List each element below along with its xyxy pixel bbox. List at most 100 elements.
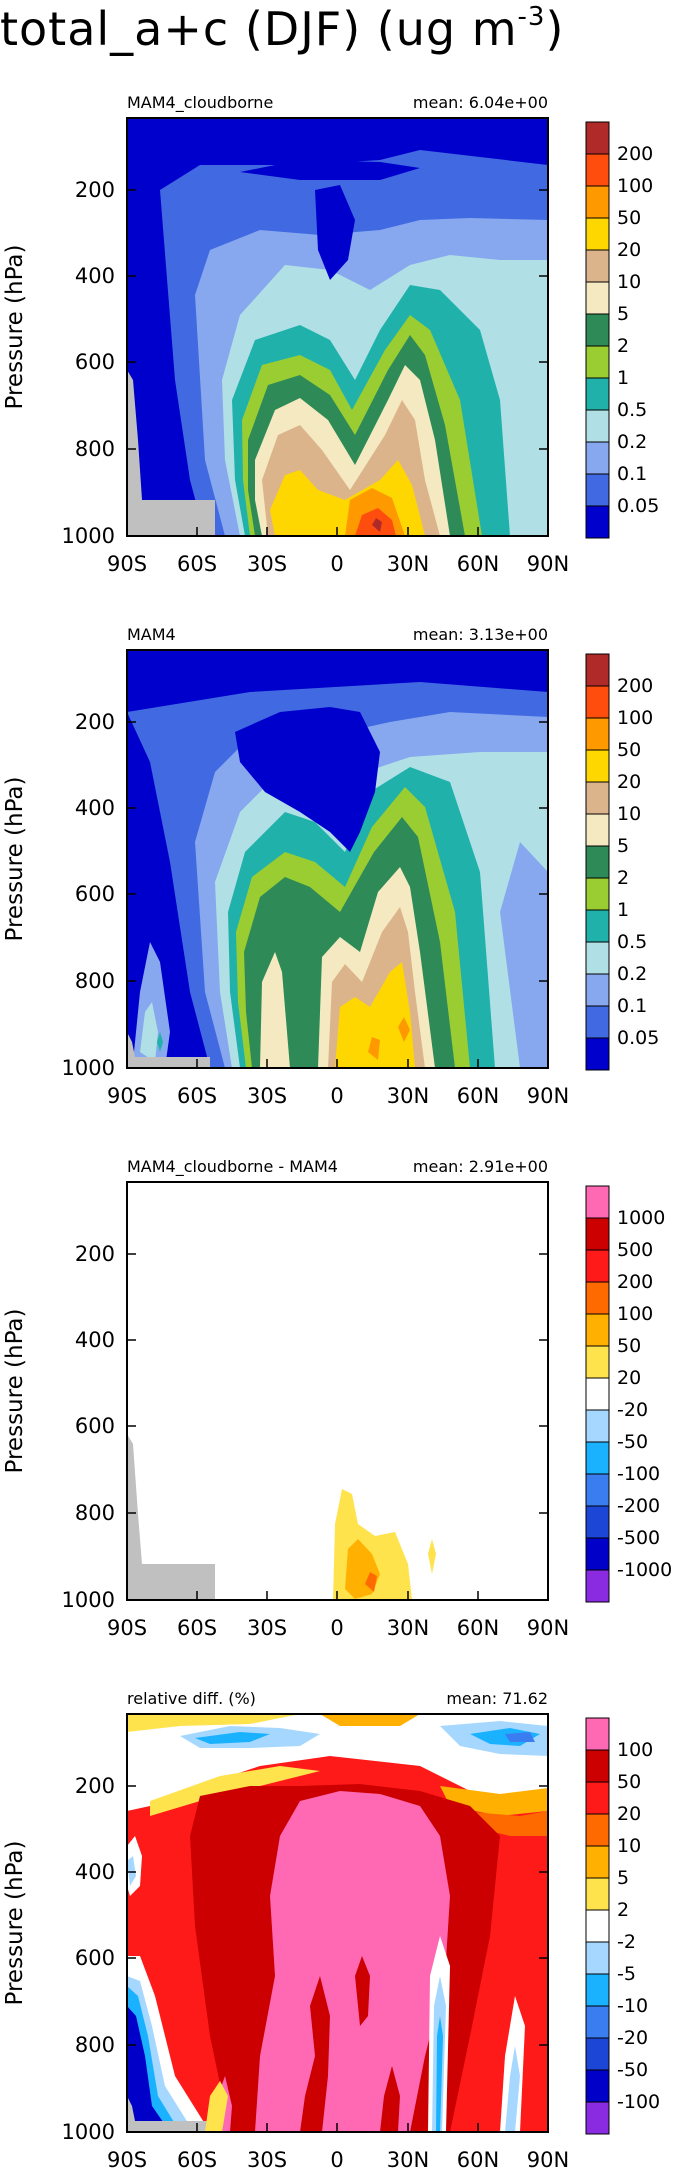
colorbar-label: -500 — [617, 1527, 660, 1549]
panel-1: MAM4_cloudborne mean: 6.04e+00 200 400 6… — [2, 93, 659, 576]
x-tick-label: 0 — [330, 552, 343, 576]
y-tick-label: 400 — [75, 1860, 115, 1884]
colorbar-label: 0.2 — [617, 963, 647, 985]
panel-4: relative diff. (%) mean: 71.62 — [2, 1689, 660, 2172]
y-tick-label: 1000 — [62, 1056, 115, 1080]
colorbar-label: 10 — [617, 1835, 641, 1857]
colorbar-label: -100 — [617, 2091, 660, 2113]
y-tick-label: 800 — [75, 437, 115, 461]
y-tick-label: 800 — [75, 969, 115, 993]
x-ticks — [196, 1059, 479, 1068]
y-tick-label: 1000 — [62, 2120, 115, 2144]
x-tick-label: 60N — [457, 2148, 499, 2172]
figure-title: total_a+c (DJF) (ug m-3) — [0, 2, 565, 56]
x-tick-label: 30S — [247, 2148, 287, 2172]
x-tick-label: 60N — [457, 1616, 499, 1640]
y-tick-label: 1000 — [62, 1588, 115, 1612]
y-tick-label: 800 — [75, 1501, 115, 1525]
colorbar-label: 1 — [617, 899, 629, 921]
y-tick-label: 600 — [75, 1946, 115, 1970]
y-axis-label: Pressure (hPa) — [2, 777, 28, 942]
x-tick-label: 90N — [527, 1616, 569, 1640]
y-ticks — [127, 189, 548, 450]
colorbar — [585, 121, 610, 539]
x-ticks — [196, 527, 479, 536]
colorbar-label: -20 — [617, 2027, 648, 2049]
colorbar-label: 100 — [617, 175, 653, 197]
panel-title: MAM4_cloudborne — [127, 93, 273, 113]
panel-title: relative diff. (%) — [127, 1689, 256, 1708]
colorbar-label: 1000 — [617, 1207, 665, 1229]
colorbar — [585, 1717, 610, 2135]
colorbar-label: 2 — [617, 335, 629, 357]
y-tick-label: 800 — [75, 2033, 115, 2057]
x-tick-label: 30N — [387, 1616, 429, 1640]
colorbar-label: 100 — [617, 1739, 653, 1761]
colorbar-label: 1 — [617, 367, 629, 389]
panel-title: MAM4 — [127, 625, 176, 644]
colorbar-label: 0.5 — [617, 931, 647, 953]
contour-field — [127, 118, 548, 536]
x-tick-label: 30N — [387, 1084, 429, 1108]
colorbar-label: 10 — [617, 803, 641, 825]
panel-mean: mean: 2.91e+00 — [413, 1157, 548, 1176]
colorbar-label: -1000 — [617, 1559, 672, 1581]
colorbar-label: 5 — [617, 1867, 629, 1889]
x-tick-label: 60S — [177, 1084, 217, 1108]
x-tick-label: 90S — [107, 552, 147, 576]
y-tick-label: 200 — [75, 178, 115, 202]
y-axis-label: Pressure (hPa) — [2, 1841, 28, 2006]
colorbar-label: 2 — [617, 867, 629, 889]
x-tick-label: 90S — [107, 2148, 147, 2172]
x-tick-label: 30S — [247, 1616, 287, 1640]
panel-2: MAM4 mean: 3.13e+00 200 400 600 800 1000 — [2, 625, 659, 1108]
y-tick-label: 1000 — [62, 524, 115, 548]
panel-mean: mean: 6.04e+00 — [413, 93, 548, 112]
y-tick-label: 600 — [75, 1414, 115, 1438]
colorbar-label: 100 — [617, 707, 653, 729]
colorbar-label: 200 — [617, 143, 653, 165]
colorbar-label: 0.2 — [617, 431, 647, 453]
y-tick-label: 400 — [75, 796, 115, 820]
colorbar — [585, 653, 610, 1071]
panel-3: MAM4_cloudborne - MAM4 mean: 2.91e+00 20… — [2, 1157, 672, 1640]
colorbar-label: 0.05 — [617, 495, 659, 517]
x-tick-label: 90N — [527, 552, 569, 576]
y-tick-label: 600 — [75, 882, 115, 906]
contour-field — [127, 650, 548, 1068]
colorbar-label: 50 — [617, 207, 641, 229]
panel-title: MAM4_cloudborne - MAM4 — [127, 1157, 338, 1177]
x-ticks — [196, 1591, 479, 1600]
colorbar — [585, 1185, 610, 1603]
contour-field — [127, 1714, 548, 2132]
colorbar-label: 20 — [617, 1803, 641, 1825]
x-tick-label: 30N — [387, 552, 429, 576]
y-tick-label: 200 — [75, 710, 115, 734]
x-tick-label: 30S — [247, 1084, 287, 1108]
x-tick-label: 90S — [107, 1084, 147, 1108]
colorbar-label: 5 — [617, 303, 629, 325]
x-ticks — [196, 2123, 479, 2132]
colorbar-label: 0.05 — [617, 1027, 659, 1049]
y-tick-label: 600 — [75, 350, 115, 374]
colorbar-label: 200 — [617, 1271, 653, 1293]
x-tick-label: 60S — [177, 552, 217, 576]
colorbar-label: 0.5 — [617, 399, 647, 421]
x-tick-label: 30S — [247, 552, 287, 576]
colorbar-label: -50 — [617, 2059, 648, 2081]
y-axis-label: Pressure (hPa) — [2, 1309, 28, 1474]
y-tick-label: 400 — [75, 1328, 115, 1352]
colorbar-label: 20 — [617, 239, 641, 261]
y-tick-label: 200 — [75, 1242, 115, 1266]
y-axis-label: Pressure (hPa) — [2, 245, 28, 410]
y-tick-label: 200 — [75, 1774, 115, 1798]
colorbar-label: 500 — [617, 1239, 653, 1261]
y-ticks — [127, 721, 548, 982]
colorbar-label: -50 — [617, 1431, 648, 1453]
colorbar-label: -5 — [617, 1963, 636, 1985]
x-tick-label: 60N — [457, 552, 499, 576]
x-tick-label: 0 — [330, 1084, 343, 1108]
colorbar-label: 50 — [617, 1335, 641, 1357]
colorbar-label: -10 — [617, 1995, 648, 2017]
x-tick-label: 60N — [457, 1084, 499, 1108]
